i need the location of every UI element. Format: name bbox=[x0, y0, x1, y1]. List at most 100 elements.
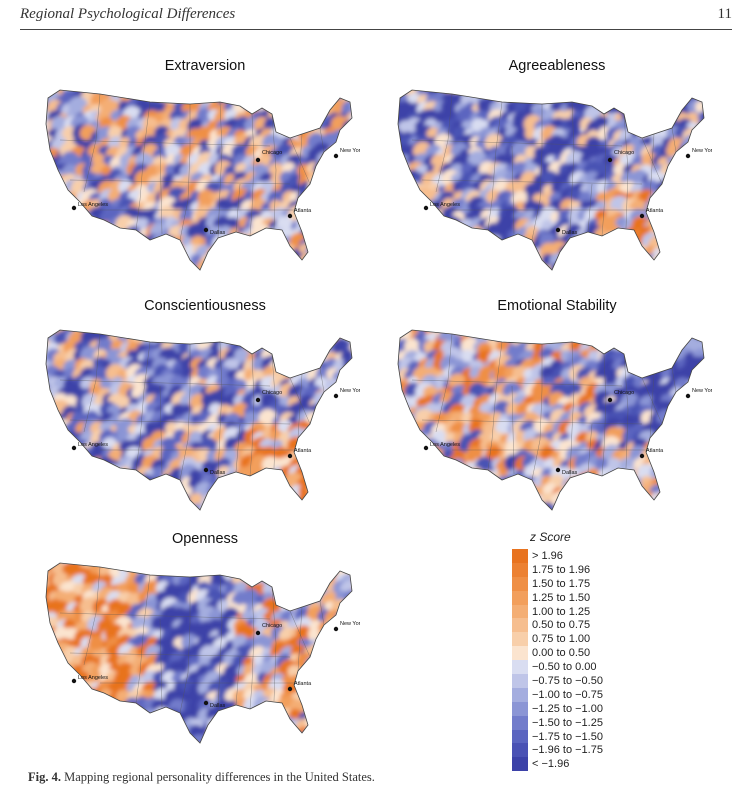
map-title: Agreeableness bbox=[508, 58, 606, 74]
legend-swatch bbox=[512, 590, 528, 605]
legend-item: −1.75 to −1.50 bbox=[512, 729, 632, 744]
city-marker bbox=[685, 393, 691, 399]
city-marker bbox=[203, 227, 209, 233]
legend-label: 0.50 to 0.75 bbox=[532, 619, 591, 632]
city-marker bbox=[607, 157, 613, 163]
legend-item: −1.96 to −1.75 bbox=[512, 743, 632, 758]
city-marker bbox=[333, 393, 339, 399]
legend-item: −1.25 to −1.00 bbox=[512, 701, 632, 716]
legend-label: > 1.96 bbox=[532, 549, 563, 562]
map-panel-agreeableness: Agreeableness Chicago New York Los Angeles… bbox=[392, 58, 722, 278]
legend-swatch bbox=[512, 757, 528, 772]
legend-label: −0.50 to 0.00 bbox=[532, 661, 597, 674]
map-panel-conscientiousness: Conscientiousness Chicago New York Los Ang… bbox=[40, 298, 370, 518]
legend-swatch bbox=[512, 604, 528, 619]
legend-title: z Score bbox=[530, 530, 571, 544]
city-marker bbox=[71, 205, 77, 211]
country-outline bbox=[397, 329, 705, 511]
city-label: Dallas bbox=[210, 470, 226, 476]
city-marker bbox=[639, 213, 645, 219]
legend-swatch bbox=[512, 687, 528, 702]
legend-item: 0.50 to 0.75 bbox=[512, 618, 632, 633]
legend-label: 1.75 to 1.96 bbox=[532, 563, 591, 576]
city-label: Atlanta bbox=[294, 448, 312, 454]
legend-label: 1.50 to 1.75 bbox=[532, 577, 591, 590]
city-label: Chicago bbox=[262, 390, 282, 396]
city-marker bbox=[607, 397, 613, 403]
running-title: Regional Psychological Differences bbox=[20, 6, 236, 22]
legend-swatch bbox=[512, 646, 528, 661]
state-borders bbox=[59, 566, 325, 714]
city-label: Dallas bbox=[210, 230, 226, 236]
legend-swatch bbox=[512, 618, 528, 633]
state-borders bbox=[59, 333, 325, 481]
legend-swatch bbox=[512, 701, 528, 716]
legend-item: 1.25 to 1.50 bbox=[512, 590, 632, 605]
city-label: Los Angeles bbox=[78, 442, 108, 448]
state-borders bbox=[411, 93, 677, 241]
city-label: Los Angeles bbox=[78, 675, 108, 681]
city-marker bbox=[255, 397, 261, 403]
legend-swatch bbox=[512, 549, 528, 563]
map-panel-extraversion: Extraversion Chicago New York Los Angeles D… bbox=[40, 58, 370, 278]
legend-label: < −1.96 bbox=[532, 758, 570, 771]
map-title: Conscientiousness bbox=[144, 298, 266, 314]
legend-item: 1.50 to 1.75 bbox=[512, 576, 632, 591]
legend-item: −1.00 to −0.75 bbox=[512, 687, 632, 702]
legend-item: > 1.96 bbox=[512, 549, 632, 563]
map-title: Extraversion bbox=[164, 58, 246, 74]
city-label: Atlanta bbox=[294, 681, 312, 687]
country-outline bbox=[45, 89, 353, 271]
city-label: Atlanta bbox=[646, 208, 664, 214]
city-label: Dallas bbox=[210, 703, 226, 709]
legend-item: −1.50 to −1.25 bbox=[512, 715, 632, 730]
city-marker bbox=[203, 700, 209, 706]
legend-label: −0.75 to −0.50 bbox=[532, 674, 603, 687]
us-choropleth-map: Chicago New York Los Angeles Dallas Atlanta bbox=[397, 329, 712, 511]
figure-caption: Fig. 4. Mapping regional personality dif… bbox=[28, 770, 375, 785]
legend-item: −0.50 to 0.00 bbox=[512, 660, 632, 675]
us-choropleth-map: Chicago New York Los Angeles Dallas Atlanta bbox=[45, 89, 360, 271]
legend-label: −1.00 to −0.75 bbox=[532, 688, 603, 701]
map-title: Emotional Stability bbox=[497, 298, 617, 314]
legend-rows: > 1.96 1.75 to 1.96 1.50 to 1.75 1.25 to 1.… bbox=[512, 549, 632, 772]
city-marker bbox=[639, 453, 645, 459]
legend-label: 1.00 to 1.25 bbox=[532, 605, 591, 618]
legend-swatch bbox=[512, 576, 528, 591]
city-marker bbox=[685, 153, 691, 159]
legend-label: 0.00 to 0.50 bbox=[532, 647, 591, 660]
legend-swatch bbox=[512, 674, 528, 688]
legend-item: −0.75 to −0.50 bbox=[512, 674, 632, 688]
map-title: Openness bbox=[171, 531, 239, 547]
legend-label: −1.75 to −1.50 bbox=[532, 730, 603, 743]
city-marker bbox=[333, 153, 339, 159]
country-outline bbox=[45, 562, 353, 744]
city-label: Chicago bbox=[614, 150, 634, 156]
city-marker bbox=[287, 453, 293, 459]
legend-swatch bbox=[512, 562, 528, 577]
city-marker bbox=[71, 445, 77, 451]
state-borders bbox=[411, 333, 677, 481]
legend-item: < −1.96 bbox=[512, 757, 632, 772]
country-outline bbox=[397, 89, 705, 271]
legend-swatch bbox=[512, 743, 528, 758]
country-outline bbox=[45, 329, 353, 511]
legend-label: 1.25 to 1.50 bbox=[532, 591, 591, 604]
page-number: 11 bbox=[717, 6, 732, 22]
legend-item: 1.75 to 1.96 bbox=[512, 562, 632, 577]
city-marker bbox=[555, 227, 561, 233]
city-marker bbox=[255, 630, 261, 636]
city-marker bbox=[555, 467, 561, 473]
legend-item: 1.00 to 1.25 bbox=[512, 604, 632, 619]
legend-swatch bbox=[512, 715, 528, 730]
legend-swatch bbox=[512, 632, 528, 647]
city-marker bbox=[333, 626, 339, 632]
caption-label: Fig. 4. bbox=[28, 770, 61, 784]
city-label: New York bbox=[692, 388, 712, 394]
city-label: Atlanta bbox=[294, 208, 312, 214]
city-label: Los Angeles bbox=[430, 442, 460, 448]
city-label: Atlanta bbox=[646, 448, 664, 454]
city-label: New York bbox=[340, 621, 360, 627]
caption-text: Mapping regional personality differences… bbox=[60, 770, 375, 784]
city-label: New York bbox=[692, 148, 712, 154]
